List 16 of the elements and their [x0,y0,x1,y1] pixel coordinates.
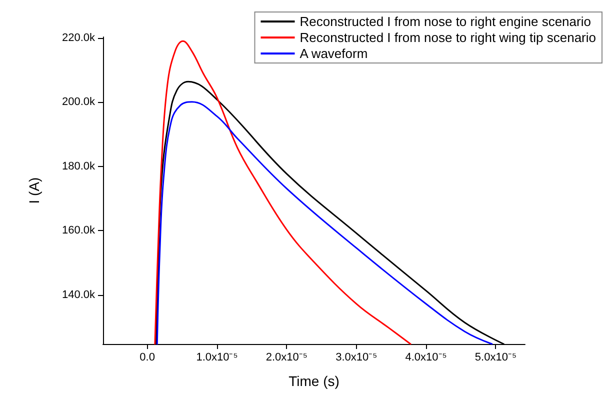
y-axis-title: I (A) [26,177,42,204]
y-tick-label: 180.0k [62,160,96,172]
x-axis-title: Time (s) [288,373,340,389]
x-tick-label: 4.0x10⁻⁵ [405,352,447,364]
x-tick-label: 2.0x10⁻⁵ [266,352,308,364]
y-tick-label: 140.0k [62,288,96,301]
x-tick-label: 3.0x10⁻⁵ [336,352,378,364]
x-tick-label: 1.0x10⁻⁵ [196,352,238,364]
y-tick-label: 220.0k [62,32,96,44]
x-tick-label: 0.0 [140,352,155,364]
legend-label: Reconstructed I from nose to right engine scenario [300,14,591,29]
legend-label: A waveform [300,46,368,61]
legend-label: Reconstructed I from nose to right wing tip scenario [300,30,596,45]
x-tick-label: 5.0x10⁻⁵ [474,352,517,364]
y-tick-label: 200.0k [62,96,96,108]
y-tick-label: 160.0k [62,224,96,237]
